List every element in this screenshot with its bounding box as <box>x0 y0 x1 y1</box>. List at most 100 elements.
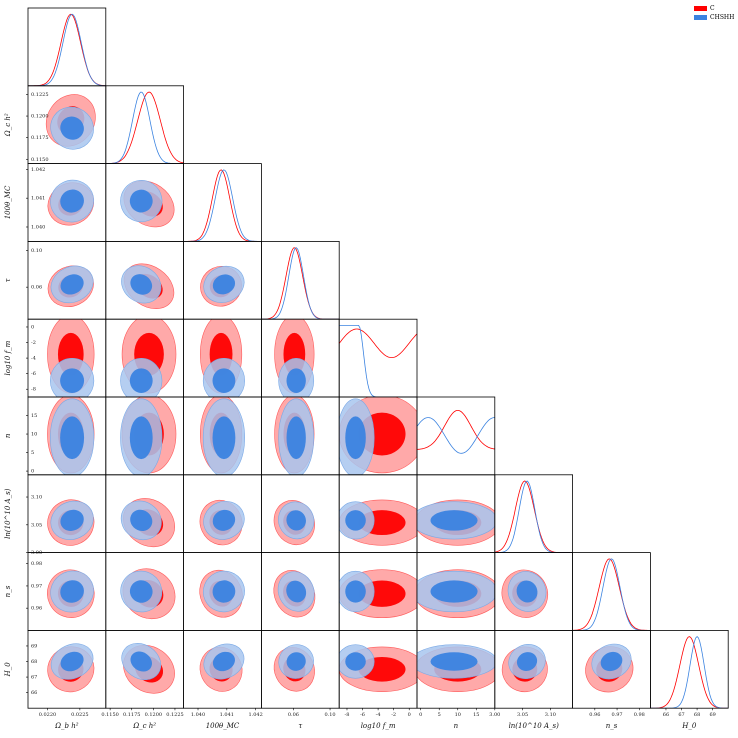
x-axis-label-theta: 100θ_MC <box>206 722 240 730</box>
contour-theta-n-chshh-68 <box>212 416 236 460</box>
panel-content <box>501 569 549 618</box>
panel-content <box>261 247 340 320</box>
y-axis-label-n: n <box>4 433 12 438</box>
panel-obh2-H0: 0.0220 0.0225 Ω_b h² 66 67 68 69 H_0 <box>4 630 107 730</box>
contour-och2-lnAs-chshh-68 <box>130 509 153 532</box>
panel-content <box>199 499 245 546</box>
panel-tau-n <box>260 396 340 476</box>
contour-obh2-och2-chshh-68 <box>60 116 84 140</box>
panel-och2-theta <box>105 163 185 242</box>
y-axis-label-och2: Ω_c h² <box>4 113 12 137</box>
contour-theta-ns-chshh-68 <box>212 580 236 603</box>
x-tick-label-logfm-4: 0 <box>408 712 411 718</box>
panel-obh2-obh2 <box>27 7 107 87</box>
y-tick-label-ns-2: 0.98 <box>31 561 42 567</box>
contour-tau-n-chshh-68 <box>286 416 306 460</box>
panel-content <box>650 636 729 709</box>
y-tick-label-theta-1: 1.041 <box>31 196 45 202</box>
marginal-logfm-c <box>339 328 418 358</box>
x-axis-label-lnAs: ln(10^10 A_s) <box>509 722 560 730</box>
panel-content <box>28 13 106 86</box>
x-tick-label-n-2: 10 <box>455 712 461 718</box>
contour-obh2-n-chshh-68 <box>60 416 85 460</box>
panel-content <box>417 499 495 546</box>
panel-och2-ns <box>105 552 185 631</box>
y-tick-label-och2-3: 0.1225 <box>31 92 49 98</box>
contour-theta-logfm-chshh-68 <box>212 368 236 393</box>
legend-swatch-c <box>694 6 707 11</box>
y-tick-label-lnAs-2: 3.10 <box>31 495 42 501</box>
panel-content <box>47 319 95 398</box>
contour-tau-logfm-chshh-68 <box>286 368 306 393</box>
panel-content <box>120 498 175 548</box>
y-tick-label-och2-1: 0.1175 <box>31 135 49 141</box>
marginal-lnAs-chshh <box>494 480 573 553</box>
panel-content <box>47 179 94 226</box>
panel-content <box>121 643 175 694</box>
panel-theta-logfm <box>183 318 262 398</box>
panel-och2-H0: 0.1150 0.1175 0.1200 0.1225 Ω_c h² <box>101 630 185 730</box>
x-tick-label-tau-2: 0.10 <box>324 712 335 718</box>
panel-och2-n <box>105 396 185 476</box>
panel-content <box>572 558 651 631</box>
panel-content <box>47 643 95 693</box>
panel-content <box>120 319 177 398</box>
panel-content <box>199 643 245 692</box>
y-tick-label-n-0: 0 <box>31 469 34 475</box>
x-tick-label-H0-1: 67 <box>678 712 684 718</box>
panel-content <box>273 500 315 546</box>
panel-tau-lnAs <box>260 474 340 553</box>
panel-content <box>200 265 245 307</box>
x-tick-label-theta-2: 1.042 <box>248 712 262 718</box>
contour-obh2-lnAs-chshh-68 <box>60 509 84 531</box>
contour-och2-logfm-chshh-68 <box>129 368 153 393</box>
y-tick-label-logfm-4: 0 <box>31 324 34 330</box>
y-tick-label-H0-3: 69 <box>31 643 37 649</box>
panel-content <box>274 319 315 398</box>
panel-ns-H0: 0.96 0.97 0.98 n_s <box>572 630 651 730</box>
panel-content <box>417 644 495 692</box>
y-tick-label-n-1: 5 <box>31 450 34 456</box>
x-tick-label-och2-3: 0.1225 <box>166 712 184 718</box>
contour-tau-H0-chshh-68 <box>286 652 306 671</box>
x-tick-label-obh2-0: 0.0220 <box>39 712 57 718</box>
x-tick-label-ns-0: 0.96 <box>589 712 600 718</box>
panel-tau-logfm <box>260 318 340 398</box>
y-tick-label-logfm-0: -8 <box>31 387 36 393</box>
panel-n-ns <box>416 552 496 631</box>
marginal-ns-c <box>572 558 651 631</box>
y-tick-label-ns-0: 0.96 <box>31 606 42 612</box>
y-axis-label-lnAs: ln(10^10 A_s) <box>4 488 12 539</box>
contour-obh2-theta-chshh-68 <box>60 189 84 213</box>
marginal-logfm-chshh <box>339 325 417 398</box>
panel-tau-ns <box>260 552 340 631</box>
x-tick-label-logfm-3: -2 <box>391 712 396 718</box>
x-tick-label-theta-0: 1.040 <box>191 712 205 718</box>
panel-logfm-H0: -8 -6 -4 -2 0 log10 f_m <box>338 630 418 730</box>
y-tick-label-logfm-2: -4 <box>31 356 36 362</box>
marginal-och2-c <box>105 91 184 164</box>
x-axis-label-tau: τ <box>298 722 302 730</box>
marginal-obh2-chshh <box>28 13 106 86</box>
x-tick-label-H0-2: 68 <box>694 712 700 718</box>
y-axis-label-theta: 100θ_MC <box>4 185 12 219</box>
panel-frame <box>572 552 651 631</box>
panel-lnAs-lnAs <box>494 474 573 553</box>
contour-logfm-H0-chshh-68 <box>345 652 366 671</box>
panel-frame <box>183 163 262 242</box>
panel-content <box>339 644 418 692</box>
x-axis-label-och2: Ω_c h² <box>132 722 156 730</box>
contour-obh2-tau-chshh-68 <box>60 274 84 295</box>
x-tick-label-och2-1: 0.1175 <box>123 712 141 718</box>
panel-logfm-logfm <box>338 318 418 398</box>
y-tick-label-n-3: 15 <box>31 413 37 419</box>
y-tick-label-tau-1: 0.06 <box>31 285 42 291</box>
panel-content <box>501 644 548 693</box>
panel-logfm-ns <box>338 552 418 631</box>
panel-tau-tau <box>260 240 340 320</box>
x-axis-label-obh2: Ω_b h² <box>54 722 79 730</box>
y-tick-label-och2-0: 0.1150 <box>31 157 49 163</box>
y-tick-label-och2-2: 0.1200 <box>31 114 49 120</box>
panel-ns-ns <box>572 552 651 631</box>
panel-theta-theta <box>183 163 262 242</box>
